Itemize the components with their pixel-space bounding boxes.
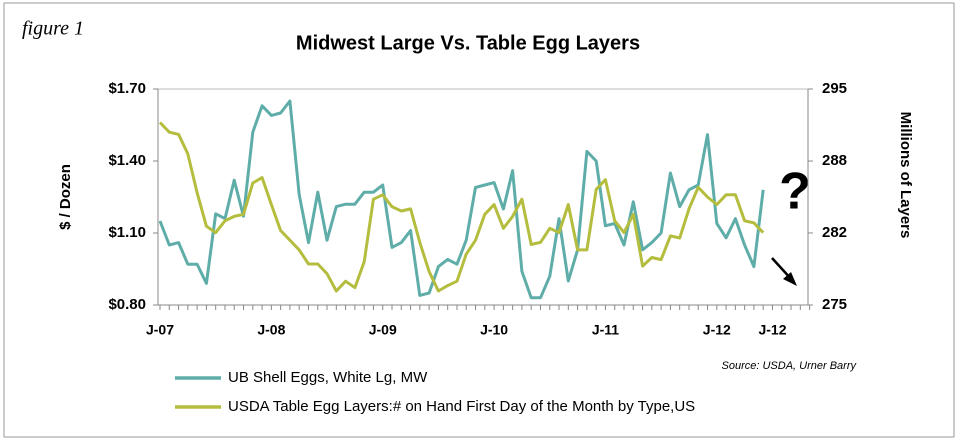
arrow-head: [783, 272, 797, 286]
x-tick-label: J-12: [758, 322, 786, 338]
series-line: [158, 99, 765, 300]
y-tick-label: $1.70: [108, 80, 146, 97]
y-axis-title: $ / Dozen: [57, 164, 74, 230]
x-tick-label: J-09: [369, 322, 397, 338]
y-tick-label: $1.40: [108, 152, 146, 169]
y-tick-label: 282: [822, 224, 847, 241]
y-tick-label: 288: [822, 152, 847, 169]
chart-title: Midwest Large Vs. Table Egg Layers: [296, 32, 640, 54]
x-tick-label: J-12: [703, 322, 731, 338]
x-tick-label: J-08: [257, 322, 285, 338]
x-tick-label: J-11: [592, 322, 619, 338]
figure-label: figure 1: [22, 18, 84, 40]
y-tick-label: $0.80: [108, 296, 146, 313]
frame: [3, 2, 955, 438]
question-mark: ?: [779, 163, 811, 221]
series-line: [158, 121, 765, 293]
y-tick-label: $1.10: [108, 224, 146, 241]
y-tick-label: 275: [822, 296, 847, 313]
legend-label: UB Shell Eggs, White Lg, MW: [228, 369, 428, 386]
source: Source: USDA, Urner Barry: [722, 360, 858, 372]
x-tick-label: J-07: [146, 322, 174, 338]
y2-axis-title: Millions of Layers: [897, 112, 914, 239]
legend-label: USDA Table Egg Layers:# on Hand First Da…: [228, 398, 695, 415]
y-tick-label: 295: [822, 80, 847, 97]
x-tick-label: J-10: [480, 322, 508, 338]
